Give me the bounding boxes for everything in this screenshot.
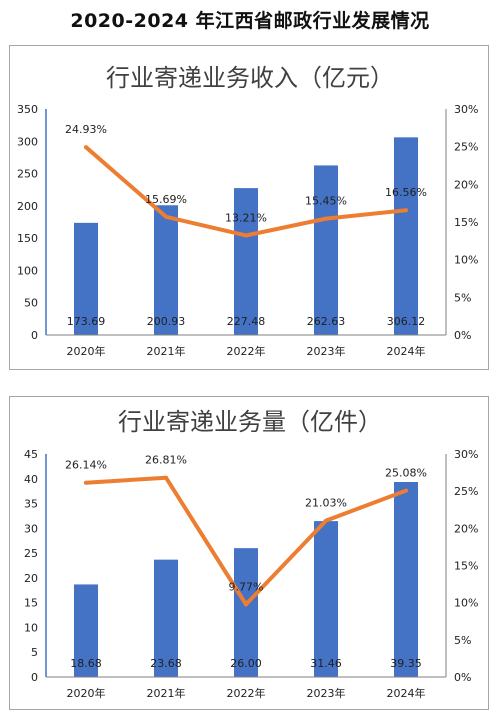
y-axis-tick-label: 150	[17, 232, 38, 245]
y-axis-tick-label: 50	[24, 297, 38, 310]
volume-chart-panel: 行业寄递业务量（亿件） 0 5 10 15 20 25 30 35 40 45 0% 5% 10% 15% 2…	[9, 396, 489, 710]
rate-point	[164, 475, 168, 480]
bar	[394, 137, 418, 335]
y-axis-tick-label: 45	[24, 448, 38, 461]
bar-value-label: 227.48	[227, 315, 266, 328]
x-axis-tick-label: 2020年	[67, 344, 106, 358]
bar	[394, 481, 418, 677]
chart-title: 行业寄递业务收入（亿元）	[106, 64, 394, 92]
rate-value-label: 26.14%	[65, 459, 107, 472]
rate-value-label: 26.81%	[145, 454, 187, 467]
bar-value-label: 26.00	[230, 657, 262, 670]
y-axis-tick-label: 250	[17, 168, 38, 181]
y2-axis-tick-label: 5%	[454, 634, 471, 647]
rate-value-label: 9.77%	[229, 580, 264, 593]
rate-point	[404, 208, 408, 213]
rate-value-label: 25.08%	[385, 467, 427, 480]
rate-point	[244, 233, 248, 238]
y-axis-tick-label: 100	[17, 264, 38, 277]
bar	[74, 222, 98, 335]
bar	[314, 165, 338, 335]
y2-axis-tick-label: 25%	[454, 485, 478, 498]
bar	[74, 584, 98, 677]
y-axis-tick-label: 40	[24, 473, 38, 486]
x-axis-tick-label: 2020年	[67, 686, 106, 700]
y-axis-tick-label: 35	[24, 498, 38, 511]
y2-axis-tick-label: 0%	[454, 671, 471, 684]
y-axis-tick-label: 350	[17, 103, 38, 116]
rate-point	[404, 488, 408, 493]
y2-axis-tick-label: 30%	[454, 448, 478, 461]
rate-point	[84, 145, 88, 150]
bar	[154, 559, 178, 677]
y2-axis-tick-label: 20%	[454, 522, 478, 535]
rate-point	[164, 214, 168, 219]
y-axis-tick-label: 300	[17, 135, 38, 148]
bar	[234, 548, 258, 677]
page-title: 2020-2024 年江西省邮政行业发展情况	[70, 10, 430, 32]
x-axis-tick-label: 2022年	[227, 686, 266, 700]
bar-value-label: 262.63	[307, 315, 346, 328]
y-axis-tick-label: 10	[24, 621, 38, 634]
bar-value-label: 173.69	[67, 315, 106, 328]
rate-point	[324, 518, 328, 523]
bar	[154, 205, 178, 335]
rate-value-label: 21.03%	[305, 497, 347, 510]
x-axis-tick-label: 2023年	[307, 686, 346, 700]
y2-axis-tick-label: 10%	[454, 254, 478, 267]
y2-axis-tick-label: 25%	[454, 141, 478, 154]
y-axis-tick-label: 20	[24, 572, 38, 585]
y-axis-tick-label: 30	[24, 522, 38, 535]
y2-axis-tick-label: 0%	[454, 329, 471, 342]
y2-axis-tick-label: 15%	[454, 560, 478, 573]
rate-value-label: 15.45%	[305, 195, 347, 208]
bar-value-label: 23.68	[150, 657, 182, 670]
rate-point	[244, 602, 248, 607]
rate-point	[84, 480, 88, 485]
x-axis-tick-label: 2024年	[387, 344, 426, 358]
x-axis-tick-label: 2022年	[227, 344, 266, 358]
bar-value-label: 39.35	[390, 657, 422, 670]
y2-axis-tick-label: 30%	[454, 103, 478, 116]
x-axis-tick-label: 2023年	[307, 344, 346, 358]
y-axis-tick-label: 200	[17, 200, 38, 213]
y2-axis-tick-label: 5%	[454, 291, 471, 304]
revenue-chart: 行业寄递业务收入（亿元） 0 50 100 150 200 250 300 350 0% 5% 10%…	[17, 64, 478, 358]
y2-axis-tick-label: 15%	[454, 216, 478, 229]
bar-value-label: 18.68	[70, 657, 102, 670]
y-axis-tick-label: 0	[31, 671, 38, 684]
x-axis-tick-label: 2021年	[147, 686, 186, 700]
bar-value-label: 31.46	[310, 657, 342, 670]
bar-value-label: 200.93	[147, 315, 186, 328]
chart-title: 行业寄递业务量（亿件）	[118, 408, 382, 436]
rate-value-label: 13.21%	[225, 211, 267, 224]
y-axis-tick-label: 25	[24, 547, 38, 560]
x-axis-tick-label: 2021年	[147, 344, 186, 358]
rate-value-label: 24.93%	[65, 123, 107, 136]
y-axis-tick-label: 15	[24, 597, 38, 610]
rate-value-label: 15.69%	[145, 193, 187, 206]
bar-value-label: 306.12	[387, 315, 426, 328]
y-axis-tick-label: 5	[31, 646, 38, 659]
volume-chart: 行业寄递业务量（亿件） 0 5 10 15 20 25 30 35 40 45 0% 5% 10% 15% 2…	[24, 408, 478, 700]
revenue-chart-panel: 行业寄递业务收入（亿元） 0 50 100 150 200 250 300 350 0% 5% 10%…	[9, 45, 489, 370]
bar	[314, 521, 338, 677]
rate-value-label: 16.56%	[385, 186, 427, 199]
y2-axis-tick-label: 10%	[454, 597, 478, 610]
x-axis-tick-label: 2024年	[387, 686, 426, 700]
y2-axis-tick-label: 20%	[454, 178, 478, 191]
bar	[234, 188, 258, 335]
rate-point	[324, 216, 328, 221]
y-axis-tick-label: 0	[31, 329, 38, 342]
